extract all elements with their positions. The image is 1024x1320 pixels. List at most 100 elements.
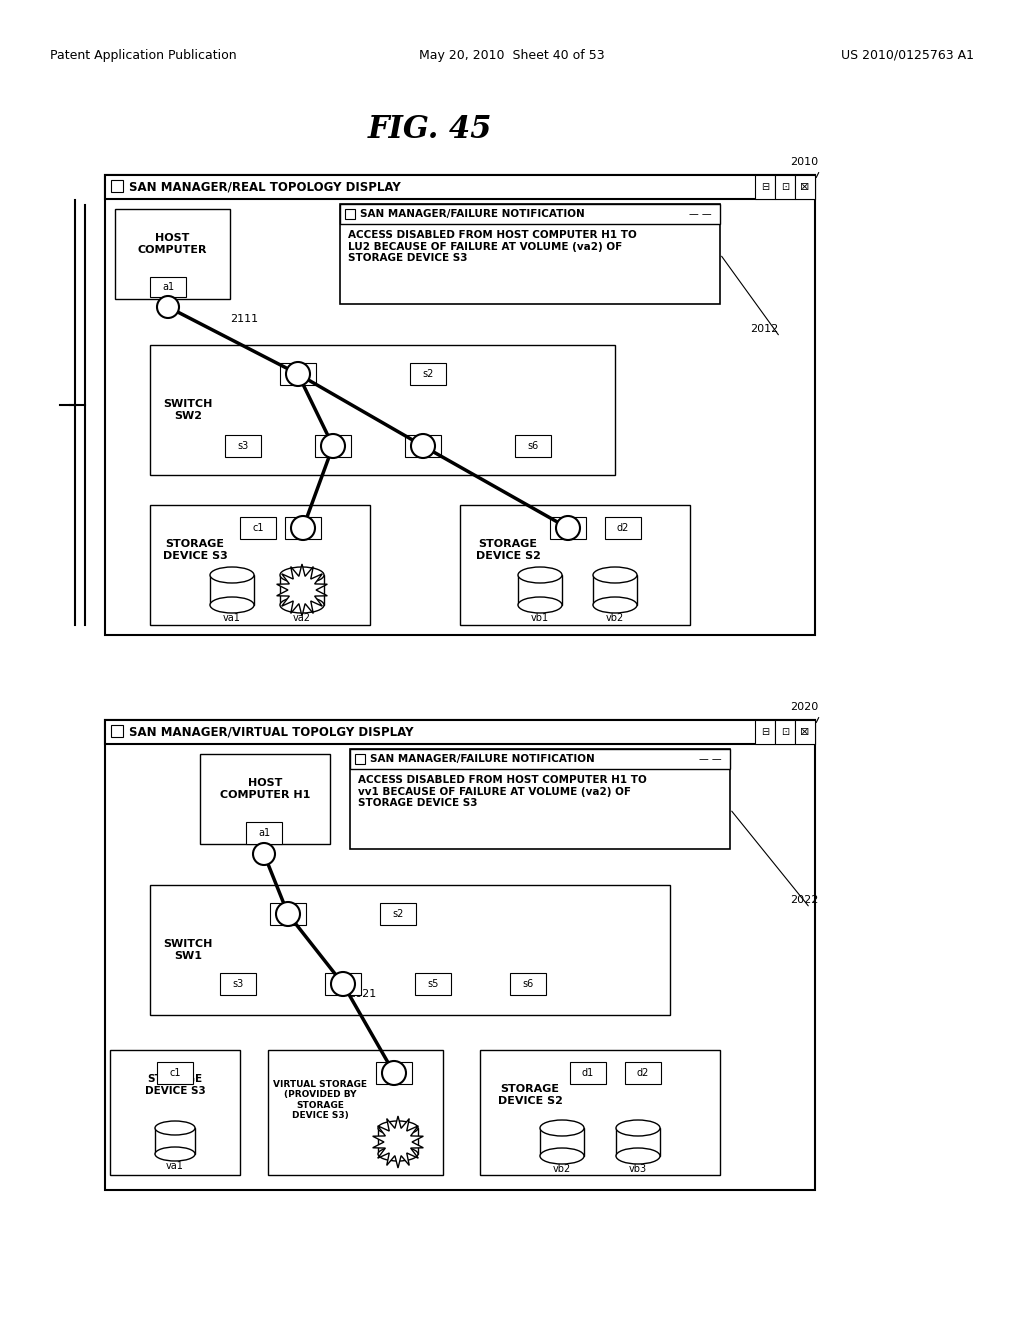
Text: — —: — — <box>699 754 722 764</box>
Bar <box>150 506 370 624</box>
Bar <box>755 176 775 199</box>
Text: STORAGE
DEVICE S3: STORAGE DEVICE S3 <box>163 539 227 561</box>
Text: 2010: 2010 <box>790 157 818 168</box>
Text: SWITCH
SW2: SWITCH SW2 <box>163 399 213 421</box>
Ellipse shape <box>518 568 562 583</box>
Bar <box>111 725 123 737</box>
Bar <box>150 277 186 297</box>
Bar <box>280 363 316 385</box>
Ellipse shape <box>378 1147 418 1162</box>
Text: vb2: vb2 <box>553 1164 571 1173</box>
Bar <box>340 205 720 304</box>
Bar <box>200 754 330 843</box>
Ellipse shape <box>210 568 254 583</box>
Text: VIRTUAL STORAGE
(PROVIDED BY
STORAGE
DEVICE S3): VIRTUAL STORAGE (PROVIDED BY STORAGE DEV… <box>273 1080 367 1121</box>
Bar <box>605 517 641 539</box>
Text: vb1: vb1 <box>530 612 549 623</box>
Bar <box>380 903 416 925</box>
Bar <box>795 719 815 744</box>
Text: va1: va1 <box>223 612 241 623</box>
Bar <box>111 180 123 191</box>
Bar <box>268 1049 443 1175</box>
Ellipse shape <box>593 568 637 583</box>
Text: vb2: vb2 <box>606 612 624 623</box>
Circle shape <box>276 902 300 927</box>
Text: va2: va2 <box>293 612 311 623</box>
Bar <box>280 576 324 605</box>
Bar <box>480 1049 720 1175</box>
Text: SAN MANAGER/VIRTUAL TOPOLGY DISPLAY: SAN MANAGER/VIRTUAL TOPOLGY DISPLAY <box>129 726 414 738</box>
Bar <box>105 176 815 635</box>
Bar <box>540 1129 584 1156</box>
Circle shape <box>157 296 179 318</box>
Text: c1: c1 <box>169 1068 181 1078</box>
Bar <box>155 1129 195 1154</box>
Ellipse shape <box>155 1121 195 1135</box>
Text: s2: s2 <box>392 909 403 919</box>
Text: HOST
COMPUTER: HOST COMPUTER <box>138 234 207 255</box>
Text: s6: s6 <box>522 979 534 989</box>
Bar <box>285 517 321 539</box>
Ellipse shape <box>616 1148 660 1164</box>
Text: vv1: vv1 <box>393 1146 411 1156</box>
Text: vb3: vb3 <box>629 1164 647 1173</box>
Text: d1: d1 <box>562 523 574 533</box>
Text: s4: s4 <box>328 441 339 451</box>
Text: STORAGE
DEVICE S2: STORAGE DEVICE S2 <box>498 1084 562 1106</box>
Ellipse shape <box>593 597 637 612</box>
Text: STORAGE
DEVICE S2: STORAGE DEVICE S2 <box>475 539 541 561</box>
Circle shape <box>321 434 345 458</box>
Ellipse shape <box>155 1147 195 1162</box>
Bar <box>240 517 276 539</box>
Text: d2: d2 <box>616 523 629 533</box>
Bar <box>593 576 637 605</box>
Bar <box>625 1063 662 1084</box>
Text: s1: s1 <box>293 370 304 379</box>
Text: 2020: 2020 <box>790 702 818 711</box>
Bar <box>105 719 815 1191</box>
Text: a1: a1 <box>162 282 174 292</box>
Bar <box>225 436 261 457</box>
Ellipse shape <box>280 597 324 612</box>
Text: c1: c1 <box>252 523 264 533</box>
Circle shape <box>331 972 355 997</box>
Ellipse shape <box>378 1121 418 1135</box>
Text: 2021: 2021 <box>348 989 376 999</box>
Bar <box>325 973 361 995</box>
Bar <box>270 903 306 925</box>
Circle shape <box>382 1061 406 1085</box>
Ellipse shape <box>540 1119 584 1137</box>
Text: SWITCH
SW1: SWITCH SW1 <box>163 940 213 961</box>
Text: s6: s6 <box>527 441 539 451</box>
Text: ACCESS DISABLED FROM HOST COMPUTER H1 TO
vv1 BECAUSE OF FAILURE AT VOLUME (va2) : ACCESS DISABLED FROM HOST COMPUTER H1 TO… <box>358 775 647 808</box>
Text: ⊟: ⊟ <box>761 182 769 191</box>
Bar <box>510 973 546 995</box>
Text: 2111: 2111 <box>230 314 258 323</box>
Bar <box>350 748 730 770</box>
Text: s2: s2 <box>422 370 434 379</box>
Circle shape <box>556 516 580 540</box>
Bar <box>550 517 586 539</box>
Circle shape <box>291 516 315 540</box>
Bar <box>410 363 446 385</box>
Bar <box>220 973 256 995</box>
Bar <box>355 754 365 764</box>
Polygon shape <box>276 564 328 616</box>
Text: SAN MANAGER/REAL TOPOLOGY DISPLAY: SAN MANAGER/REAL TOPOLOGY DISPLAY <box>129 181 400 194</box>
Bar <box>570 1063 606 1084</box>
Bar <box>755 719 775 744</box>
Text: ⊡: ⊡ <box>781 182 790 191</box>
Bar <box>157 1063 193 1084</box>
Text: SAN MANAGER/FAILURE NOTIFICATION: SAN MANAGER/FAILURE NOTIFICATION <box>370 754 595 764</box>
Bar <box>345 209 355 219</box>
Ellipse shape <box>540 1148 584 1164</box>
Bar <box>210 576 254 605</box>
Text: s5: s5 <box>427 979 438 989</box>
Bar <box>150 345 615 475</box>
Ellipse shape <box>210 597 254 612</box>
Bar <box>775 176 795 199</box>
Bar <box>110 1049 240 1175</box>
Bar <box>415 973 451 995</box>
Text: SAN MANAGER/FAILURE NOTIFICATION: SAN MANAGER/FAILURE NOTIFICATION <box>360 209 585 219</box>
Bar <box>350 748 730 849</box>
